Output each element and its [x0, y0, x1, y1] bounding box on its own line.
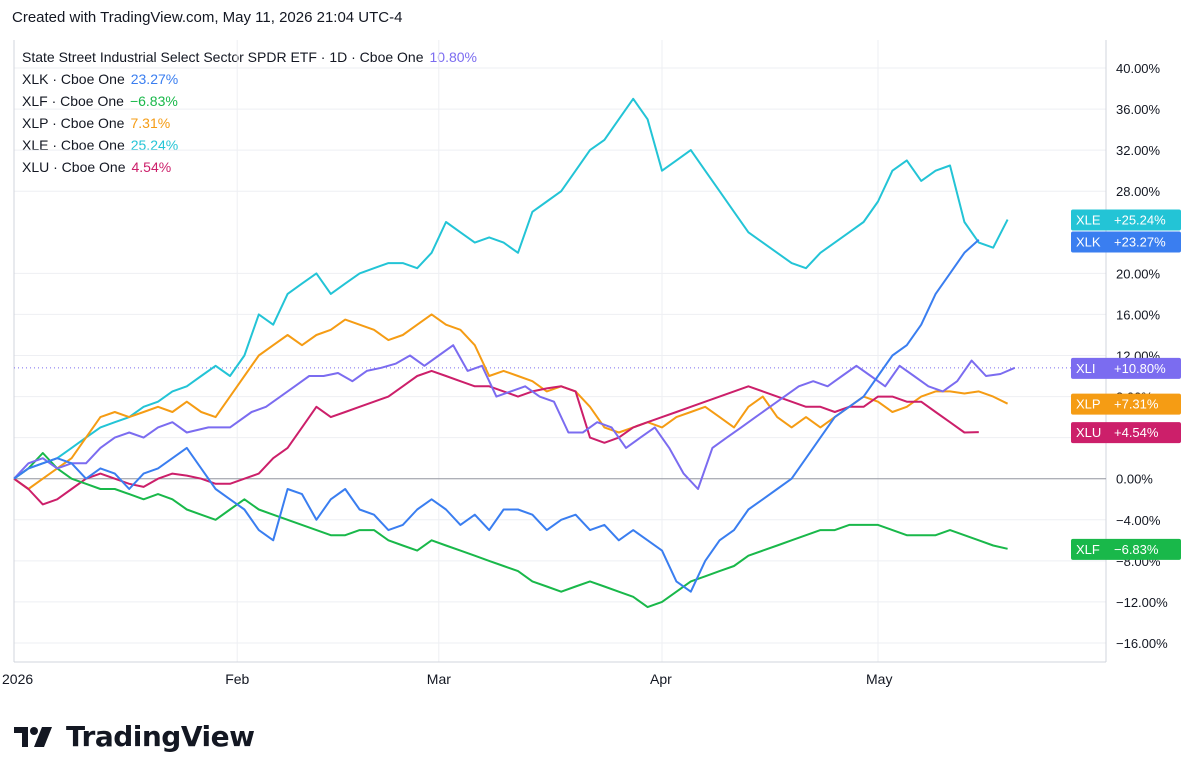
badge-value: +4.54% [1114, 425, 1159, 440]
y-tick-label: 0.00% [1116, 472, 1153, 487]
badge-value: +23.27% [1114, 235, 1166, 250]
y-tick-label: 20.00% [1116, 266, 1161, 281]
y-tick-label: 28.00% [1116, 184, 1161, 199]
series-line-xli [13, 344, 1016, 490]
y-tick-label: 40.00% [1116, 61, 1161, 76]
legend-value: −6.83% [129, 93, 178, 109]
legend-value: 10.80% [429, 49, 477, 65]
x-tick-label: 2026 [2, 671, 33, 687]
badge-ticker: XLI [1076, 361, 1096, 376]
badge-xlp: XLP +7.31% [1071, 393, 1181, 415]
series-line-xle [13, 97, 1009, 480]
created-with-caption: Created with TradingView.com, May 11, 20… [12, 9, 403, 26]
legend-value: 4.54% [131, 159, 172, 175]
legend-row-xlf[interactable]: XLF · Cboe One −6.83% [22, 90, 477, 112]
legend-label: XLU · Cboe One [22, 159, 126, 175]
badge-background [1071, 209, 1181, 231]
legend-value: 7.31% [130, 115, 171, 131]
y-tick-label: 32.00% [1116, 143, 1161, 158]
badge-value: +10.80% [1114, 361, 1166, 376]
legend: State Street Industrial Select Sector SP… [22, 46, 477, 178]
series-line-xlk [13, 239, 980, 593]
badge-value: +7.31% [1114, 397, 1159, 412]
tradingview-logo-icon [14, 726, 52, 747]
grid-lines [13, 40, 1106, 662]
badge-value: −6.83% [1114, 542, 1159, 557]
badge-background [1071, 393, 1181, 415]
x-tick-label: Feb [225, 671, 249, 687]
x-tick-label: Apr [650, 671, 672, 687]
x-tick-label: Mar [427, 671, 451, 687]
series-line-xlp [13, 313, 1009, 490]
badge-ticker: XLE [1076, 213, 1101, 228]
y-tick-label: −16.00% [1116, 636, 1168, 651]
legend-row-xle[interactable]: XLE · Cboe One 25.24% [22, 134, 477, 156]
y-tick-label: −12.00% [1116, 595, 1168, 610]
y-tick-label: 36.00% [1116, 102, 1161, 117]
legend-value: 23.27% [130, 71, 179, 87]
legend-label: XLE · Cboe One [22, 137, 125, 153]
badge-xle: XLE +25.24% [1071, 209, 1181, 231]
logo-text: TradingView [66, 720, 255, 753]
badge-ticker: XLK [1076, 235, 1101, 250]
legend-row-xlu[interactable]: XLU · Cboe One 4.54% [22, 156, 477, 178]
badge-xlk: XLK +23.27% [1071, 231, 1181, 253]
legend-label: XLF · Cboe One [22, 93, 124, 109]
legend-label: XLK · Cboe One [22, 71, 125, 87]
badge-ticker: XLP [1076, 397, 1101, 412]
legend-label: State Street Industrial Select Sector SP… [22, 49, 424, 65]
y-tick-label: −4.00% [1116, 513, 1161, 528]
badge-background [1071, 231, 1181, 253]
badge-ticker: XLF [1076, 542, 1100, 557]
y-tick-label: 16.00% [1116, 307, 1161, 322]
badge-background [1071, 357, 1181, 379]
badge-xlu: XLU +4.54% [1071, 422, 1181, 444]
badge-background [1071, 538, 1181, 560]
legend-row-xlp[interactable]: XLP · Cboe One 7.31% [22, 112, 477, 134]
series-line-xlf [13, 452, 1008, 609]
badge-ticker: XLU [1076, 425, 1101, 440]
x-tick-label: May [866, 671, 892, 687]
badge-xlf: XLF −6.83% [1071, 538, 1181, 560]
legend-row-xli[interactable]: State Street Industrial Select Sector SP… [22, 46, 477, 68]
series-line-xlu [13, 369, 979, 506]
legend-label: XLP · Cboe One [22, 115, 125, 131]
legend-value: 25.24% [130, 137, 179, 153]
legend-row-xlk[interactable]: XLK · Cboe One 23.27% [22, 68, 477, 90]
tradingview-logo: TradingView [14, 720, 255, 753]
badge-background [1071, 422, 1181, 444]
badge-value: +25.24% [1114, 213, 1166, 228]
badge-xli: XLI +10.80% [1071, 357, 1181, 379]
